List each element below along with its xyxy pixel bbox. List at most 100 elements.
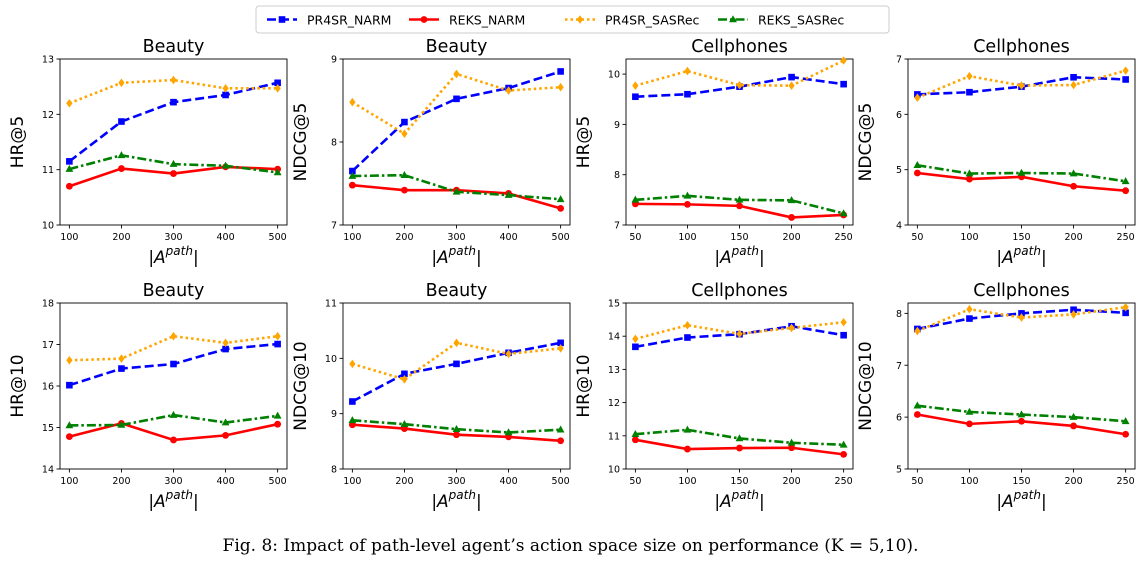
data-point (169, 410, 178, 418)
series-pr4sr-sasrec (914, 66, 1129, 103)
y-tick-label: 4 (896, 221, 902, 232)
x-tick-label: 400 (216, 232, 234, 243)
legend-label: PR4SR_NARM (307, 13, 391, 28)
x-axis-label: |Apath| (714, 488, 764, 512)
data-point (505, 349, 512, 359)
data-point (736, 80, 743, 90)
series-pr4sr-sasrec (632, 56, 847, 90)
y-tick-label: 7 (614, 221, 620, 232)
data-point (65, 433, 73, 441)
legend-entry-reks-narm: REKS_NARM (409, 13, 525, 28)
y-tick-label: 6 (896, 110, 902, 121)
x-axis-label: |Apath| (996, 244, 1046, 268)
data-point (453, 69, 460, 79)
chart-panel-7: Cellphones 10 11 12 13 14 15 50 100 150 200 250 HR@1… (574, 281, 854, 512)
series-line (351, 341, 561, 403)
data-point (631, 195, 640, 203)
data-point (401, 370, 408, 378)
data-point (349, 398, 356, 405)
data-point (222, 338, 229, 348)
x-axis-label: |Apath| (148, 244, 198, 268)
data-point (65, 182, 73, 190)
data-point (840, 80, 847, 88)
x-tick-label: 200 (1064, 476, 1082, 487)
series-pr4sr-narm (66, 340, 281, 389)
data-point (556, 195, 565, 203)
data-point (1070, 306, 1077, 314)
y-tick-label: 8 (331, 465, 337, 476)
series-reks-sasrec (631, 425, 848, 448)
chart-title: Cellphones (973, 281, 1070, 301)
data-point (557, 68, 564, 75)
figure-canvas: Beauty 10 11 12 13 100 200 300 400 500 HR@5 |Apath|… (8, 5, 1136, 512)
chart-title: Cellphones (691, 37, 788, 57)
data-point (401, 375, 408, 384)
data-point (1018, 313, 1025, 322)
legend-label: REKS_SASRec (758, 13, 844, 28)
series-line (351, 70, 562, 172)
data-point (117, 420, 126, 428)
y-tick-label: 16 (42, 382, 54, 393)
series-pr4sr-sasrec (349, 338, 564, 384)
data-point (273, 411, 282, 419)
data-point (840, 331, 847, 339)
x-tick-label: 50 (629, 476, 641, 487)
series-reks-sasrec (913, 161, 1130, 185)
data-point (273, 168, 282, 176)
legend-entry-pr4sr-sasrec: PR4SR_SASRec (565, 13, 700, 28)
data-point (966, 315, 973, 322)
x-tick-label: 500 (269, 232, 287, 243)
data-point (169, 159, 178, 167)
chart-panel-8: Cellphones 5 6 7 8 50 100 150 200 250 NDCG@10 |Apat… (856, 281, 1136, 512)
y-tick-label: 7 (896, 361, 902, 372)
data-point (66, 158, 73, 165)
data-point (1017, 168, 1026, 176)
data-point (222, 431, 229, 439)
y-axis-label: HR@10 (8, 354, 28, 417)
data-point (1070, 422, 1077, 430)
data-point (1121, 417, 1130, 425)
y-tick-label: 6 (896, 413, 902, 424)
series-reks-sasrec (631, 191, 848, 217)
x-axis-label: |Apath| (431, 244, 481, 268)
chart-title: Beauty (143, 281, 205, 301)
data-point (913, 411, 921, 418)
x-tick-label: 250 (835, 232, 853, 243)
data-point (735, 195, 744, 203)
data-point (400, 171, 409, 178)
x-axis-label: |Apath| (431, 488, 481, 512)
chart-title: Cellphones (691, 281, 788, 301)
data-point (452, 187, 461, 195)
series-reks-sasrec (65, 151, 282, 176)
data-point (788, 81, 795, 90)
series-line (917, 163, 1126, 183)
x-tick-label: 150 (1012, 476, 1030, 487)
data-point (631, 429, 640, 437)
chart-title: Cellphones (973, 37, 1070, 57)
x-tick-label: 500 (552, 476, 570, 487)
chart-panel-5: Beauty 14 15 16 17 18 100 200 300 400 500 HR@10 |Apa… (8, 281, 288, 512)
data-point (1122, 430, 1130, 438)
data-point (787, 438, 796, 446)
chart-panel-6: Beauty 8 9 10 11 100 200 300 400 500 NDCG@10 |Apath… (291, 281, 571, 512)
x-tick-label: 100 (343, 232, 361, 243)
series-reks-narm (65, 163, 282, 190)
series-line (351, 72, 561, 136)
series-line (68, 81, 278, 163)
y-tick-label: 11 (325, 299, 337, 310)
y-tick-label: 13 (42, 55, 54, 66)
data-point (65, 164, 74, 172)
series-reks-narm (631, 200, 848, 221)
x-tick-label: 100 (678, 232, 696, 243)
x-axis-label: |Apath| (714, 244, 764, 268)
data-point (504, 190, 513, 198)
data-point (914, 326, 921, 336)
series-reks-narm (913, 411, 1130, 438)
data-point (453, 95, 460, 103)
data-point (118, 78, 125, 88)
data-point (170, 331, 177, 341)
data-point (170, 98, 177, 106)
x-tick-label: 500 (269, 476, 287, 487)
x-tick-label: 200 (395, 476, 413, 487)
x-tick-label: 100 (960, 476, 978, 487)
